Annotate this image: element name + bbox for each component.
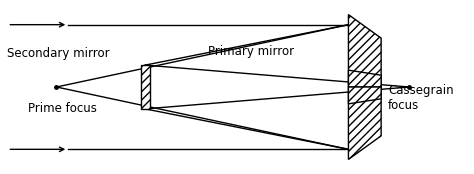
Text: Cassegrain
focus: Cassegrain focus: [388, 84, 454, 112]
Polygon shape: [348, 70, 381, 87]
Polygon shape: [348, 87, 381, 104]
Polygon shape: [348, 15, 381, 159]
Polygon shape: [141, 65, 150, 109]
Text: Primary mirror: Primary mirror: [208, 45, 294, 58]
Text: Secondary mirror: Secondary mirror: [8, 47, 110, 60]
Text: Prime focus: Prime focus: [28, 102, 97, 115]
